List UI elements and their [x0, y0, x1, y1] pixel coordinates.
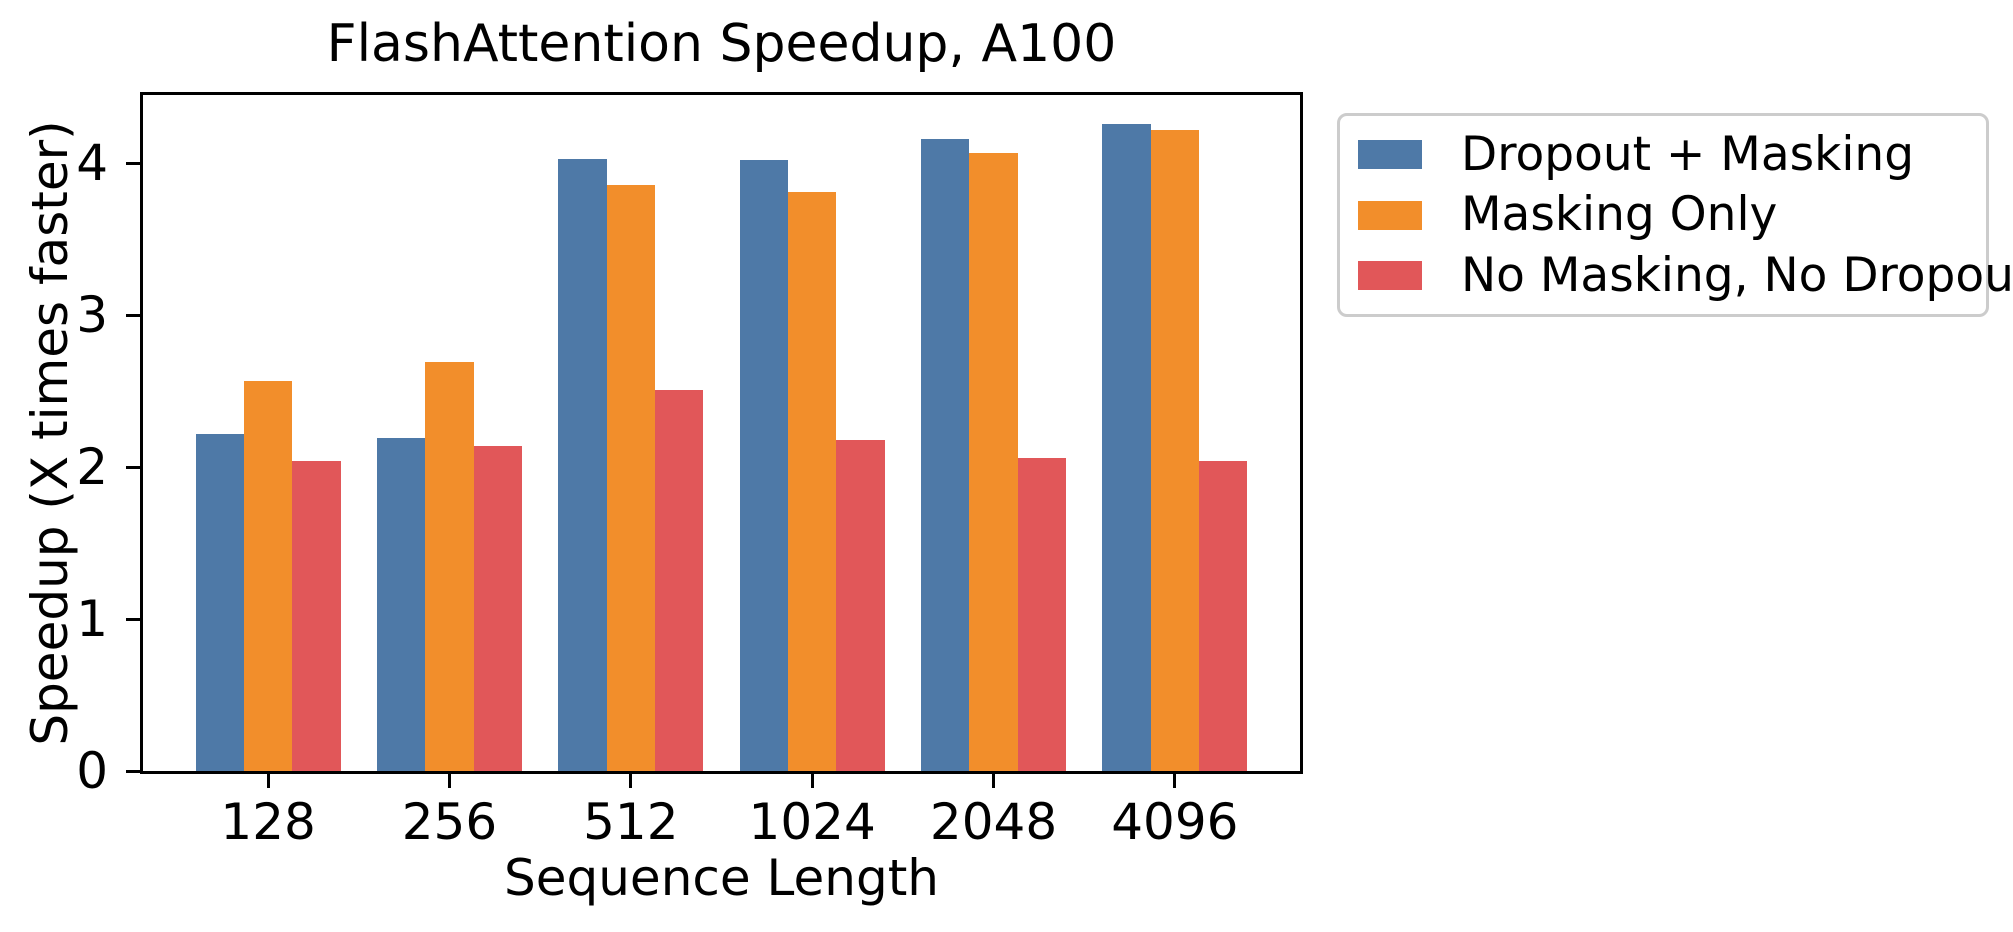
- bar-series2-x256: [425, 362, 474, 771]
- y-tick-label: 2: [76, 438, 108, 497]
- legend-swatch-icon: [1358, 261, 1422, 290]
- bar-series3-x128: [292, 461, 341, 771]
- x-tick-label: 512: [583, 793, 679, 851]
- x-tick-mark: [1173, 774, 1177, 788]
- x-tick-mark: [810, 774, 814, 788]
- x-tick-mark: [447, 774, 451, 788]
- x-tick-mark: [266, 774, 270, 788]
- y-tick-mark: [126, 465, 140, 469]
- legend-label: Dropout + Masking: [1461, 126, 1915, 182]
- y-tick-label: 1: [76, 590, 108, 649]
- bar-series2-x128: [243, 380, 293, 771]
- legend-label: No Masking, No Dropout: [1461, 247, 2013, 303]
- bar-series1-x2048: [920, 139, 970, 771]
- bar-series3-x4096: [1199, 461, 1248, 771]
- y-tick-mark: [126, 313, 140, 317]
- x-tick-label: 2048: [929, 793, 1058, 851]
- bar-series1-x256: [376, 438, 426, 771]
- bar-series2-x512: [606, 184, 655, 771]
- y-axis-label: Speedup (X times faster): [21, 120, 79, 746]
- bar-series1-x128: [195, 433, 244, 771]
- y-tick-label: 4: [76, 134, 108, 193]
- y-tick-mark: [126, 769, 140, 773]
- legend-item-2: Masking Only: [1358, 189, 1968, 241]
- y-tick-mark: [126, 617, 140, 621]
- legend-swatch-icon: [1358, 200, 1422, 230]
- bar-series1-x512: [558, 158, 607, 771]
- legend-item-3: No Masking, No Dropout: [1358, 249, 2013, 302]
- y-tick-label: 0: [76, 742, 108, 800]
- legend-label: Masking Only: [1461, 187, 1778, 242]
- bar-series3-x1024: [836, 439, 885, 771]
- chart-title: FlashAttention Speedup, A100: [326, 14, 1117, 74]
- bar-series1-x1024: [739, 160, 788, 771]
- y-tick-label: 3: [76, 286, 108, 345]
- bar-series1-x4096: [1102, 123, 1151, 771]
- x-tick-label: 4096: [1111, 793, 1239, 851]
- bar-series2-x2048: [969, 152, 1018, 771]
- y-tick-mark: [126, 161, 140, 165]
- x-tick-label: 128: [220, 793, 316, 851]
- bar-series2-x4096: [1150, 129, 1200, 771]
- x-tick-label: 1024: [748, 793, 876, 851]
- x-tick-label: 256: [401, 793, 498, 851]
- bar-series3-x2048: [1017, 458, 1067, 771]
- x-tick-mark: [629, 774, 633, 788]
- bar-series2-x1024: [787, 192, 837, 771]
- plot-area: 128 256 512 1024 2048 4096 0 1 2 3 4: [76, 92, 1303, 849]
- legend-item-1: Dropout + Masking: [1358, 126, 1968, 182]
- x-tick-mark: [992, 774, 996, 788]
- legend: Dropout + Masking Masking Only No Masking,…: [1337, 113, 2013, 317]
- bar-series3-x256: [473, 445, 523, 771]
- legend-swatch-icon: [1358, 140, 1422, 169]
- bar-series3-x512: [655, 389, 704, 771]
- x-axis-label: Sequence Length: [504, 849, 939, 907]
